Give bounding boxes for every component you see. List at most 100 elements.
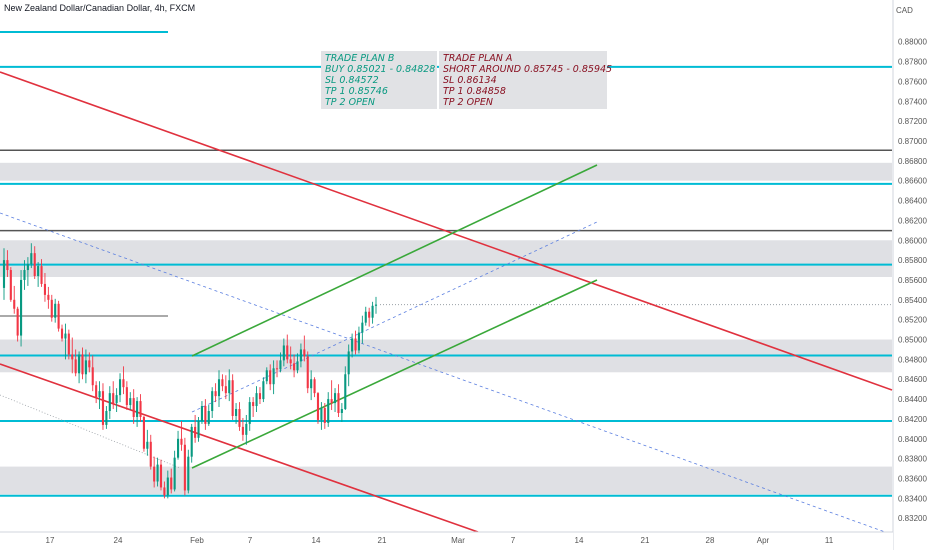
candle-body <box>272 368 275 385</box>
descending-channel-lower <box>0 363 479 533</box>
candle-body <box>84 360 87 375</box>
candle-body <box>20 279 23 336</box>
candle-body <box>286 345 289 360</box>
price-tick-label: 0.86600 <box>898 177 927 186</box>
price-tick-label: 0.88000 <box>898 38 927 47</box>
time-tick-label: 14 <box>312 536 321 545</box>
candle-body <box>57 303 60 329</box>
candle-body <box>306 356 309 389</box>
time-tick-label: 28 <box>706 536 715 545</box>
time-axis: 17 24 Feb 7 14 21 Mar 7 14 21 28 Apr 11 <box>0 531 893 550</box>
candle-body <box>241 426 244 435</box>
candle-body <box>81 354 84 375</box>
candle-body <box>265 370 268 382</box>
plan-a-line: SHORT AROUND 0.85745 - 0.85945 <box>443 64 613 75</box>
candle-body <box>13 299 16 309</box>
candle-body <box>176 438 180 458</box>
candle-body <box>125 387 128 406</box>
candle-body <box>112 393 115 404</box>
candle-body <box>43 283 47 295</box>
price-tick-label: 0.86400 <box>898 197 927 206</box>
price-tick-label: 0.83600 <box>898 475 927 484</box>
price-tick-label: 0.87400 <box>898 97 927 106</box>
price-tick-label: 0.83800 <box>898 455 927 464</box>
candle-body <box>190 426 193 457</box>
candle-body <box>64 333 67 339</box>
price-tick-label: 0.85600 <box>898 276 927 285</box>
candle-body <box>231 380 234 416</box>
candle-body <box>98 391 101 398</box>
time-tick-label: 14 <box>575 536 584 545</box>
candle-body <box>67 333 70 355</box>
price-tick-label: 0.86200 <box>898 216 927 225</box>
candle-body <box>269 370 272 385</box>
candle-body <box>364 311 367 323</box>
candle-body <box>159 464 163 488</box>
candle-body <box>211 391 214 412</box>
candle-body <box>289 359 292 364</box>
time-tick-label: 21 <box>378 536 387 545</box>
candle-body <box>163 487 166 496</box>
trade-plan-b-note[interactable]: TRADE PLAN B BUY 0.85021 - 0.84828 SL 0.… <box>321 51 437 109</box>
candle-body <box>149 441 152 467</box>
candle-body <box>173 457 176 490</box>
candle-body <box>23 270 26 280</box>
candle-body <box>371 305 374 318</box>
candle-body <box>333 393 337 404</box>
candle-body <box>105 411 108 425</box>
candle-body <box>354 338 357 351</box>
candle-body <box>129 398 132 406</box>
candle-body <box>351 338 354 352</box>
candle-body <box>118 379 122 396</box>
descending-midline <box>0 212 886 533</box>
candle-body <box>262 381 265 400</box>
axis-background <box>893 0 932 550</box>
plan-b-line: TRADE PLAN B <box>325 53 395 64</box>
candle-body <box>316 393 320 420</box>
candle-body <box>224 386 227 394</box>
ascending-channel-lower <box>191 279 598 469</box>
support-resistance-zone <box>0 162 892 181</box>
price-tick-label: 0.86800 <box>898 157 927 166</box>
candle-body <box>282 345 285 361</box>
candle-body <box>296 361 299 371</box>
price-tick-label: 0.84800 <box>898 355 927 364</box>
price-tick-label: 0.87600 <box>898 77 927 86</box>
candle-body <box>245 423 248 435</box>
candle-body <box>299 349 302 362</box>
candle-body <box>132 398 135 417</box>
candle-body <box>197 420 200 438</box>
time-tick-label: 24 <box>114 536 123 545</box>
price-tick-label: 0.87800 <box>898 58 927 67</box>
price-axis: CAD 0.88000 0.87800 0.87600 0.87400 0.87200 0.… <box>892 0 932 550</box>
candle-body <box>9 270 12 300</box>
candle-body <box>327 399 330 423</box>
candle-body <box>153 466 156 482</box>
price-tick-label: 0.86000 <box>898 236 927 245</box>
lower-dotted-guide <box>0 394 181 469</box>
zones-layer <box>0 162 892 495</box>
time-tick-label: 17 <box>46 536 55 545</box>
plan-a-line: TRADE PLAN A <box>443 53 513 64</box>
candle-body <box>33 253 36 276</box>
plan-b-line: BUY 0.85021 - 0.84828 <box>325 64 436 75</box>
candle-body <box>156 464 159 482</box>
candle-body <box>320 408 323 420</box>
trendlines-layer <box>0 71 893 533</box>
candle-body <box>139 401 142 417</box>
candle-body <box>303 349 306 357</box>
ascending-midline <box>191 221 598 413</box>
candle-body <box>183 444 186 491</box>
candle-body <box>204 406 207 424</box>
candle-body <box>255 393 258 407</box>
candle-body <box>221 379 224 387</box>
support-resistance-zone <box>0 466 892 495</box>
price-tick-label: 0.84200 <box>898 415 927 424</box>
candle-body <box>2 260 6 288</box>
trade-plan-a-note[interactable]: TRADE PLAN A SHORT AROUND 0.85745 - 0.85… <box>439 51 613 109</box>
candle-body <box>330 399 333 404</box>
candle-body <box>115 395 118 404</box>
candle-body <box>71 354 74 360</box>
candle-body <box>37 266 40 276</box>
